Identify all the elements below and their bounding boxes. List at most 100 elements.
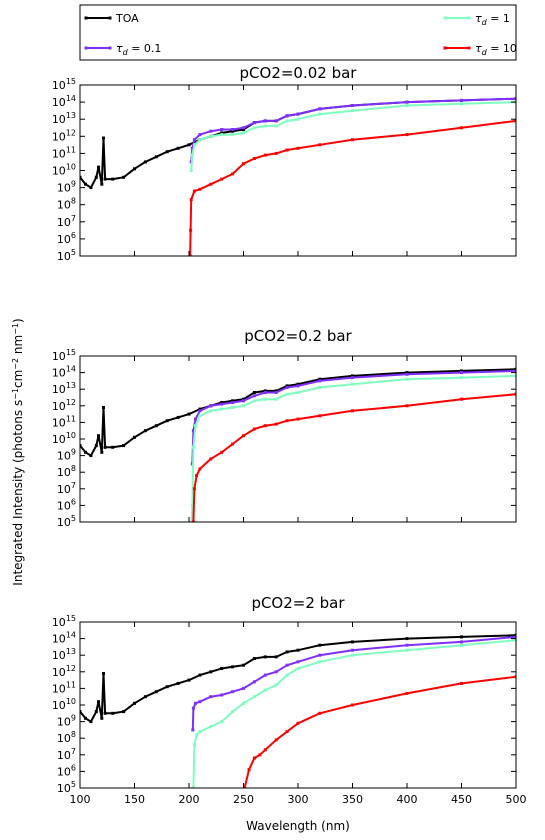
y-tick-exp-1-2: 7 [71, 481, 76, 490]
series-point-0-1-12 [296, 112, 300, 116]
y-tick-label-1-9: 1014 [52, 365, 76, 380]
series-point-1-0-0 [80, 444, 82, 448]
series-point-0-0-11 [143, 160, 147, 164]
series-point-0-2-8 [252, 126, 256, 130]
y-tick-exp-2-2: 7 [71, 747, 76, 756]
y-tick-base-1-5: 10 [52, 433, 66, 446]
series-point-1-2-7 [231, 406, 235, 409]
series-point-1-0-11 [143, 429, 147, 433]
y-tick-label-1-6: 1011 [52, 414, 76, 429]
series-point-0-1-4 [209, 129, 213, 133]
series-point-0-2-7 [242, 131, 245, 135]
series-point-0-3-11 [274, 151, 278, 155]
series-point-2-0-18 [220, 667, 224, 670]
series-point-0-0-5 [100, 182, 104, 186]
series-point-1-1-7 [242, 399, 245, 403]
series-point-2-1-11 [285, 663, 289, 667]
y-tick-base-2-8: 10 [52, 649, 66, 662]
panel-frame-1 [79, 355, 517, 523]
series-point-0-0-19 [231, 129, 235, 133]
y-tick-label-0-10: 1015 [52, 77, 76, 92]
series-point-1-2-0 [190, 520, 194, 522]
legend-marker-right-2 [467, 16, 471, 20]
legend-entry-3: τd = 10 [443, 42, 517, 57]
y-axis-label: Integrated Intensity (photons s−1cm−2 nm… [11, 318, 26, 585]
series-point-0-0-10 [133, 167, 136, 171]
legend-frame [79, 4, 517, 61]
series-point-0-3-16 [405, 133, 409, 137]
series-point-0-3-0 [188, 254, 192, 256]
y-tick-exp-2-0: 5 [71, 780, 76, 789]
series-point-0-1-13 [318, 107, 322, 111]
series-point-2-3-8 [318, 711, 322, 715]
y-tick-exp-2-4: 9 [71, 714, 76, 723]
series-point-2-0-15 [187, 678, 191, 682]
series-point-0-0-7 [103, 177, 107, 181]
legend-label-sub-2: d [482, 18, 488, 27]
series-point-2-1-2 [194, 701, 197, 705]
series-point-1-1-12 [296, 384, 300, 388]
y-tick-label-1-1: 106 [57, 497, 76, 512]
y-tick-label-1-0: 105 [57, 514, 76, 529]
x-tick-label-1: 150 [124, 793, 145, 806]
series-point-1-1-6 [231, 401, 235, 404]
y-tick-base-2-6: 10 [52, 682, 66, 695]
series-line-1-3 [192, 393, 516, 522]
y-tick-exp-0-0: 5 [71, 248, 76, 257]
series-point-2-0-3 [94, 710, 98, 714]
series-point-0-0-8 [111, 177, 115, 181]
y-tick-exp-2-6: 11 [66, 680, 76, 689]
series-point-1-0-13 [165, 419, 169, 423]
x-tick-label-0: 100 [70, 793, 91, 806]
series-point-1-2-6 [220, 407, 224, 411]
legend-marker-right-0 [108, 16, 112, 20]
series-point-1-0-7 [103, 445, 107, 449]
legend-marker-right-1 [108, 46, 112, 50]
series-point-2-2-16 [460, 643, 463, 647]
series-point-1-1-11 [285, 386, 289, 389]
series-point-2-2-6 [231, 710, 235, 714]
series-point-0-0-9 [122, 175, 126, 179]
series-point-2-0-16 [198, 673, 202, 677]
y-tick-base-1-3: 10 [57, 466, 71, 479]
y-axis-label-end2: ) [11, 318, 25, 323]
series-point-2-2-5 [220, 720, 224, 724]
series-point-2-0-27 [351, 640, 354, 644]
series-point-2-2-17 [514, 638, 516, 642]
series-point-1-1-8 [252, 394, 256, 398]
series-point-0-0-15 [187, 143, 191, 147]
y-tick-label-2-3: 108 [57, 730, 76, 745]
series-point-1-0-16 [198, 407, 202, 411]
series-point-2-1-4 [209, 695, 213, 699]
y-tick-label-2-2: 107 [57, 747, 76, 762]
series-point-1-3-14 [351, 409, 354, 413]
legend-entry-1: τd = 0.1 [84, 42, 161, 57]
series-point-1-0-20 [242, 397, 245, 401]
y-tick-base-1-4: 10 [57, 450, 71, 463]
legend-marker-left-2 [443, 16, 447, 20]
y-axis-label-main: Integrated Intensity (photons s [11, 400, 25, 586]
series-point-0-1-7 [242, 126, 245, 130]
panel-series-group-0 [80, 97, 516, 256]
series-point-1-3-6 [231, 442, 235, 446]
series-point-1-2-10 [263, 397, 267, 401]
panel-title-1: pCO2=0.2 bar [244, 327, 352, 345]
series-point-1-0-27 [351, 374, 354, 378]
series-point-0-3-6 [220, 177, 224, 181]
series-point-2-0-23 [274, 655, 278, 659]
series-point-1-1-4 [209, 404, 213, 408]
y-tick-exp-2-9: 14 [66, 631, 76, 640]
y-tick-label-0-7: 1012 [52, 128, 76, 143]
series-point-1-3-1 [192, 487, 196, 491]
series-point-2-0-9 [122, 710, 126, 714]
series-point-2-1-1 [191, 706, 195, 710]
y-tick-exp-0-7: 12 [66, 128, 76, 137]
y-tick-base-2-1: 10 [57, 765, 71, 778]
y-tick-exp-0-2: 7 [71, 214, 76, 223]
x-tick-label-7: 450 [451, 793, 472, 806]
legend-marker-right-3 [467, 46, 471, 50]
series-point-2-2-15 [405, 648, 409, 652]
series-point-1-2-5 [209, 409, 213, 413]
x-tick-label-8: 500 [506, 793, 527, 806]
